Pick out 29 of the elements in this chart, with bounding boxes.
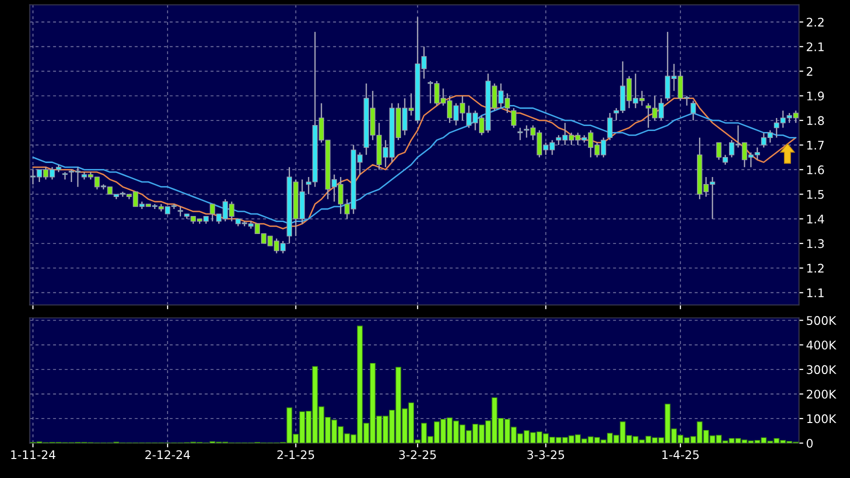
y-tick-label: 2.2 [806, 18, 824, 26]
x-tick-label: 3-3-25 [527, 450, 564, 460]
y-tick-label: 200K [806, 390, 836, 399]
y-tick-label: 1.2 [807, 264, 824, 273]
y-tick-label: 1.1 [807, 288, 824, 298]
candlestick [511, 107, 516, 128]
x-tick-label: 1-4-25 [662, 450, 699, 460]
y-tick-label: 1.4 [807, 214, 824, 224]
y-tick-label: 400K [806, 340, 836, 350]
candlestick [690, 100, 696, 122]
candlestick [607, 112, 613, 141]
y-tick-label: 1.7 [807, 140, 824, 150]
candlestick [517, 127, 523, 141]
y-tick-label: 1.3 [807, 239, 824, 248]
x-tick-label: 3-2-25 [399, 450, 436, 460]
y-tick-label: 1.8 [807, 116, 824, 126]
y-tick-label: 500K [806, 316, 836, 325]
y-tick-label: 2 [806, 66, 812, 76]
x-tick-label: 2-1-25 [277, 450, 314, 460]
y-tick-label: 1.9 [807, 92, 824, 100]
y-tick-label: 100K [807, 414, 836, 424]
y-tick-label: 1.6 [807, 165, 824, 174]
y-tick-label: 1.5 [807, 190, 824, 199]
y-tick-label: 300K [806, 365, 836, 374]
x-tick-label: 2-12-24 [145, 450, 190, 460]
candlestick [178, 206, 184, 218]
x-tick-label: 1-11-24 [11, 450, 56, 460]
y-tick-label: 2.1 [806, 42, 824, 52]
y-tick-label: 0 [806, 438, 813, 448]
